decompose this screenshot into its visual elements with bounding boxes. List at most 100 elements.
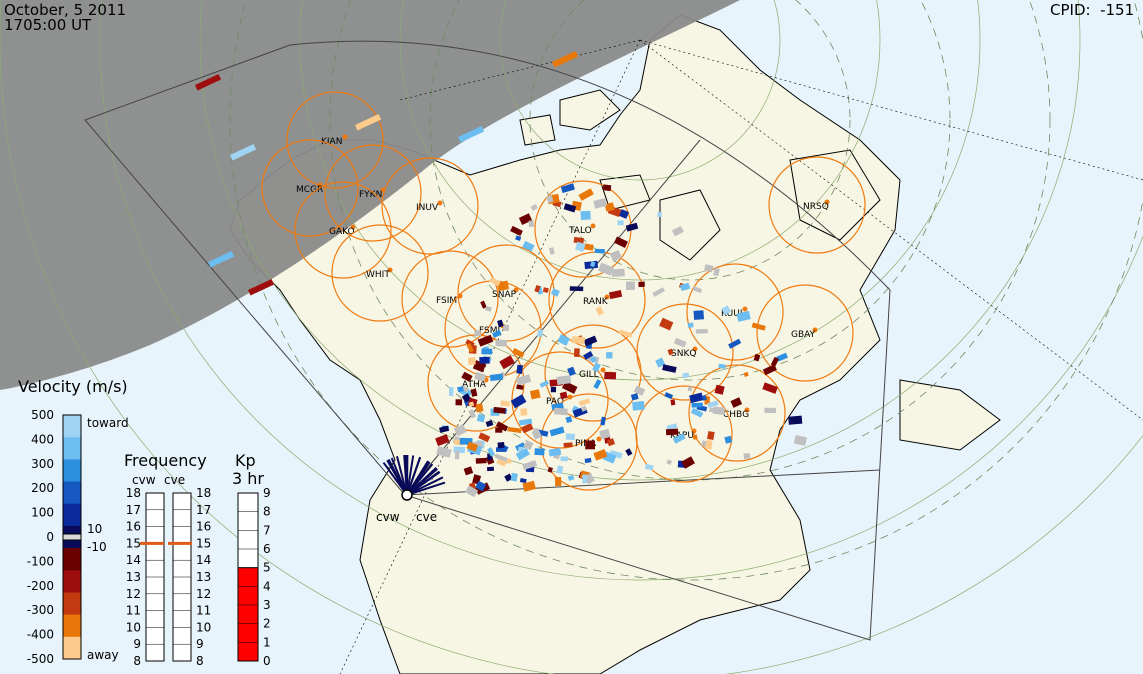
scatter-cell (528, 220, 535, 228)
scatter-cell (476, 413, 486, 423)
station-ring (381, 157, 479, 255)
frequency-legend: Frequency cvw cve 18 18 17 17 16 16 15 15 14 14 13… (124, 451, 211, 668)
scatter-cell (481, 348, 493, 355)
velocity-tick: 0 (46, 530, 54, 544)
scatter-cell (606, 438, 616, 447)
scatter-cell (465, 485, 479, 498)
scatter-cell (682, 372, 690, 379)
scatter-cell (652, 287, 665, 297)
kp-tick: 8 (263, 505, 271, 519)
station-dot (350, 224, 356, 230)
scatter-cell (638, 281, 645, 288)
station-label: SNAP (492, 290, 517, 300)
scatter-cell (461, 393, 472, 403)
scatter-cell (600, 416, 606, 426)
date-label: October, 5 2011 (4, 1, 127, 19)
scatter-cell (523, 440, 534, 451)
scatter-cell (687, 386, 693, 392)
radar-label-cve: cve (416, 510, 437, 524)
scatter-cell (485, 305, 492, 312)
scatter-cell (670, 399, 676, 406)
night-terminator (0, 0, 740, 390)
scatter-cell (595, 306, 605, 316)
scatter-cell (565, 416, 573, 424)
velocity-colorbar-swatch (63, 636, 81, 660)
kp-title: Kp (235, 451, 256, 470)
scatter-cell (477, 334, 494, 347)
frequency-tick-cve: 17 (196, 503, 211, 517)
scatter-cell (247, 279, 275, 296)
station-ring (686, 263, 784, 361)
scatter-cell (461, 371, 473, 382)
scatter-cell (530, 203, 538, 211)
scatter-cell (466, 441, 479, 452)
scatter-cell (554, 476, 562, 487)
scatter-cell (516, 384, 524, 390)
scatter-cell (691, 402, 704, 408)
scatter-cell (569, 286, 584, 292)
scatter-cell (453, 423, 467, 437)
velocity-tick: -200 (27, 579, 54, 593)
scatter-cell (704, 264, 714, 273)
scatter-cell (504, 473, 513, 482)
kp-tick: 9 (263, 486, 271, 500)
scatter-cell (593, 198, 607, 209)
kp-ticks: 9 8 7 6 5 4 3 2 1 0 (238, 486, 271, 668)
station-dot (600, 367, 606, 373)
scatter-cell (485, 419, 494, 428)
station-dot (824, 199, 830, 205)
scatter-cell (491, 329, 502, 339)
frequency-tick-cve: 8 (196, 654, 204, 668)
scatter-cell (582, 474, 588, 484)
scatter-cell (563, 203, 577, 213)
scatter-cell (466, 343, 474, 353)
scatter-cell (559, 391, 568, 400)
station-label: PAO (546, 397, 564, 407)
scatter-cell (468, 401, 475, 407)
velocity-colorbar (62, 414, 82, 660)
scatter-cell (633, 385, 646, 396)
scatter-cell (630, 393, 639, 401)
scatter-cell (556, 375, 572, 385)
scatter-cell (510, 394, 527, 409)
scatter-cell (659, 317, 674, 331)
scatter-cell (195, 74, 222, 91)
scatter-cell (510, 472, 518, 482)
station-label: KUUJ (721, 309, 743, 319)
kp-legend: Kp 3 hr 9 8 7 6 5 4 3 2 1 0 (232, 451, 271, 668)
scatter-cell (574, 241, 586, 252)
scatter-cell (549, 247, 555, 255)
station-dot (596, 436, 602, 442)
scatter-cell (495, 421, 509, 432)
station-dot (590, 223, 596, 229)
scatter-cell (562, 381, 578, 394)
scatter-cell (609, 249, 623, 262)
scatter-cell (553, 407, 568, 416)
station-ring (544, 324, 642, 422)
radar-label-cvw: cvw (376, 510, 400, 524)
station-rings: KIAN MCGR FYKN INUV GAKO TALO NRSQ WHIT FSIM SNAP… (261, 91, 866, 491)
scatter-cell (724, 435, 733, 444)
scatter-cell (673, 337, 687, 348)
scatter-cell (625, 448, 633, 456)
station-ring (756, 284, 854, 382)
scatter-cell (788, 415, 803, 425)
scatter-cell (502, 324, 510, 332)
scatter-cell (583, 335, 598, 347)
scatter-cell (770, 356, 780, 367)
station-label: MCGR (296, 185, 323, 195)
scatter-cell (521, 423, 534, 434)
station-label: RANK (583, 297, 609, 307)
scatter-cell (229, 144, 257, 161)
scatter-cell (618, 209, 630, 219)
scatter-cell (500, 400, 510, 407)
scatter-ray (404, 454, 408, 496)
scatter-cell (480, 300, 487, 309)
station-dot (744, 407, 750, 413)
scatter-cell (701, 394, 707, 401)
scatter-cell (606, 352, 613, 359)
scatter-cell (613, 236, 628, 248)
frequency-markers (140, 541, 192, 545)
scatter-cell (580, 210, 591, 221)
